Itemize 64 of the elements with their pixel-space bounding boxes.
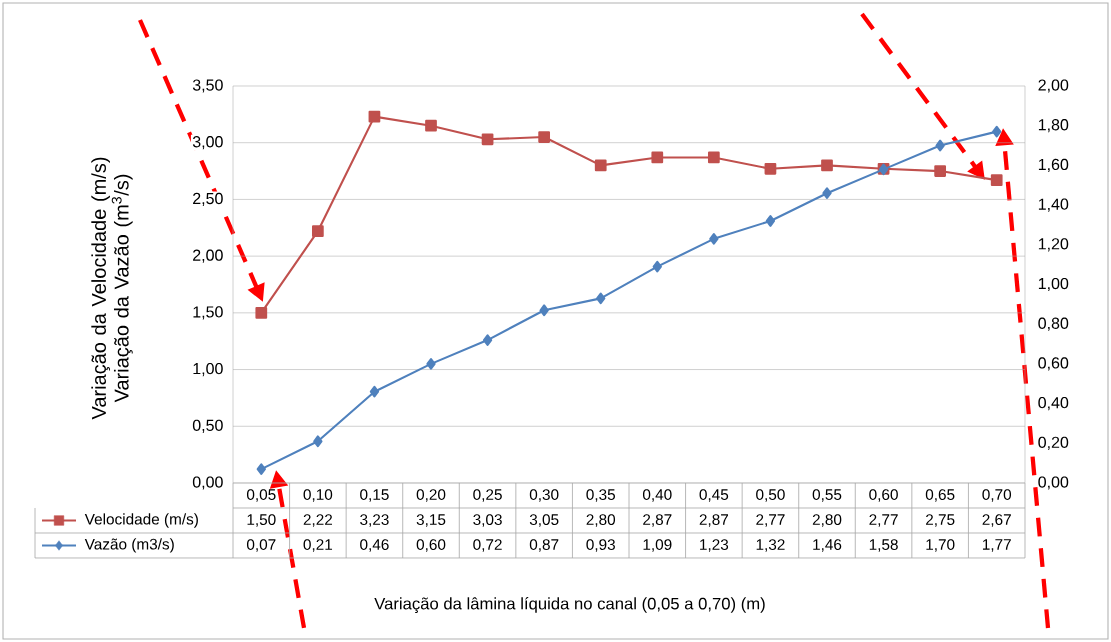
data-label: 0,87: [529, 539, 559, 552]
x-tick-label: 0,25: [473, 489, 502, 502]
x-tick-label: 0,10: [303, 489, 333, 502]
x-tick-label: 0,55: [812, 489, 842, 502]
x-tick-label: 0,70: [982, 489, 1012, 502]
y2-tick-label: 1,20: [1038, 238, 1069, 252]
data-label: 3,03: [473, 514, 502, 527]
data-label: 2,75: [926, 514, 955, 527]
data-label: 1,32: [756, 539, 785, 552]
y2-tick-label: 0,60: [1038, 357, 1069, 371]
y2-tick-label: 0,20: [1038, 436, 1069, 450]
legend-label: Velocidade (m/s): [84, 513, 198, 528]
y-tick-label: 3,00: [192, 136, 223, 150]
data-label: 2,22: [303, 514, 333, 527]
y2-tick-label: 1,00: [1038, 277, 1069, 292]
x-tick-label: 0,20: [416, 489, 446, 502]
x-tick-label: 0,65: [925, 489, 955, 502]
y-tick-label: 0,50: [192, 419, 223, 433]
data-label: 2,67: [982, 514, 1011, 527]
data-label: 0,07: [246, 539, 276, 552]
x-tick-label: 0,05: [246, 489, 276, 502]
data-label: 1,50: [247, 514, 276, 527]
y2-tick-label: 0,00: [1038, 476, 1069, 490]
y2-tick-label: 2,00: [1038, 79, 1069, 93]
data-label: 0,72: [473, 539, 502, 552]
data-label: 1,09: [643, 539, 672, 552]
y-tick-label: 2,50: [193, 192, 223, 207]
data-label: 0,60: [416, 539, 446, 552]
data-label: 1,23: [700, 539, 729, 552]
y2-tick-label: 1,80: [1038, 119, 1069, 133]
y2-tick-label: 0,80: [1038, 317, 1069, 331]
y-tick-label: 3,50: [192, 79, 223, 93]
y2-tick-label: 0,40: [1038, 396, 1069, 411]
x-tick-label: 0,50: [756, 489, 785, 502]
y2-tick-label: 1,40: [1038, 198, 1069, 212]
y-tick-label: 1,00: [193, 362, 223, 377]
data-label: 1,77: [982, 539, 1011, 552]
x-tick-label: 0,30: [529, 489, 559, 502]
data-label: 2,80: [812, 514, 842, 527]
data-label: 2,77: [756, 514, 785, 527]
x-tick-label: 0,45: [699, 489, 729, 502]
data-label: 3,15: [416, 514, 446, 527]
x-tick-label: 0,60: [869, 489, 898, 502]
y2-tick-label: 1,60: [1038, 158, 1069, 172]
x-tick-label: 0,40: [642, 489, 672, 502]
text: Variação da lâmina líquida no canal (0,05 a 0,70) (m): [374, 597, 765, 613]
y-tick-label: 0,00: [192, 476, 223, 490]
y-tick-label: 1,50: [193, 306, 223, 320]
data-label: 1,46: [813, 539, 842, 552]
data-label: 2,80: [586, 514, 616, 527]
x-tick-label: 0,15: [360, 489, 389, 502]
data-label: 3,05: [529, 514, 559, 527]
data-label: 0,46: [360, 539, 389, 552]
data-label: 2,87: [699, 514, 729, 527]
legend-label: Vazão (m3/s): [84, 538, 174, 553]
data-label: 2,77: [869, 514, 898, 527]
data-label: 0,93: [586, 539, 615, 552]
data-label: 1,70: [926, 539, 955, 552]
data-label: 2,87: [643, 514, 672, 527]
x-tick-label: 0,35: [586, 489, 615, 502]
data-label: 3,23: [360, 514, 389, 527]
data-label: 0,21: [303, 539, 333, 552]
y-tick-label: 2,00: [193, 249, 223, 263]
data-label: 1,58: [869, 539, 898, 552]
